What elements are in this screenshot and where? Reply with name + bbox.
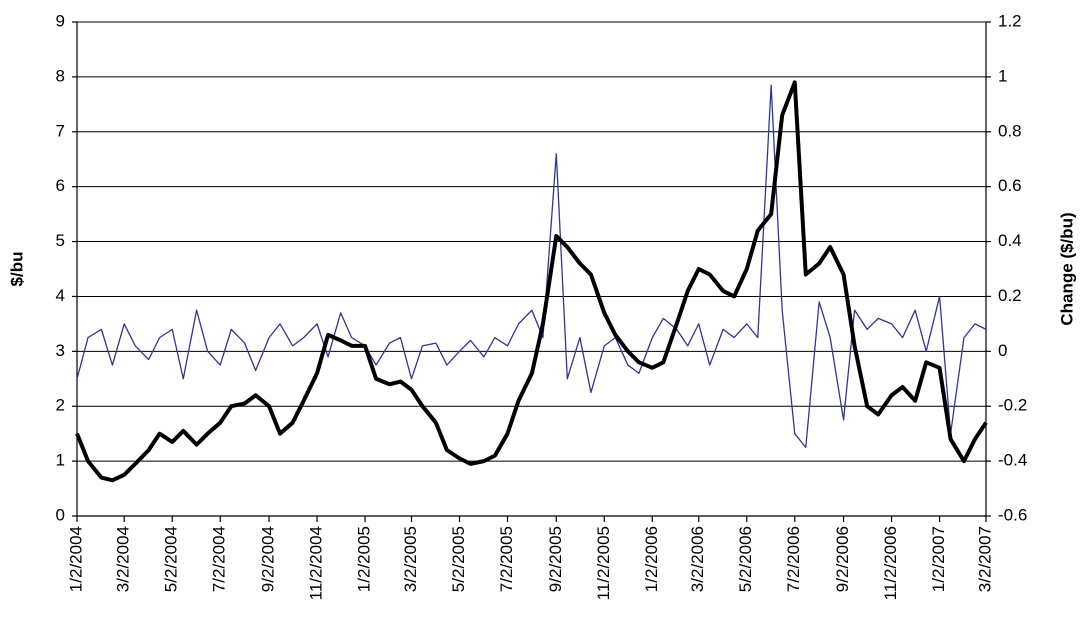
x-tick-label: 7/2/2005: [497, 526, 516, 592]
x-tick-label: 9/2/2006: [833, 526, 852, 592]
y-tick-label: 9: [56, 11, 65, 30]
x-tick-label: 9/2/2004: [259, 526, 278, 592]
y-tick-label: 7: [56, 121, 65, 140]
y-tick-label: 6: [56, 176, 65, 195]
x-tick-label: 5/2/2005: [449, 526, 468, 592]
y2-tick-label: 0: [998, 341, 1007, 360]
x-tick-label: 11/2/2006: [881, 526, 900, 600]
y2-axis-title: Change ($/bu): [1057, 212, 1076, 325]
y2-tick-label: 0.6: [998, 176, 1022, 195]
y-axis-title: $/bu: [7, 252, 26, 287]
series-line: [76, 84, 987, 449]
x-tick-label: 3/2/2007: [975, 526, 994, 592]
y-tick-label: 2: [56, 396, 65, 415]
y-tick-label: 1: [56, 451, 65, 470]
x-tick-label: 1/2/2005: [355, 526, 374, 592]
x-tick-label: 1/2/2006: [642, 526, 661, 592]
y2-tick-label: -0.6: [998, 505, 1027, 524]
y2-tick-label: 0.4: [998, 231, 1022, 250]
x-tick-label: 11/2/2004: [307, 526, 326, 600]
series-line: [75, 80, 988, 483]
x-tick-label: 5/2/2006: [736, 526, 755, 592]
y-tick-label: 5: [56, 231, 65, 250]
y2-tick-label: -0.2: [998, 396, 1027, 415]
y2-tick-label: 1.2: [998, 11, 1022, 30]
y-tick-label: 0: [56, 505, 65, 524]
y2-tick-label: 0.2: [998, 286, 1022, 305]
x-tick-label: 1/2/2007: [929, 526, 948, 592]
y-tick-label: 3: [56, 341, 65, 360]
x-tick-label: 9/2/2005: [546, 526, 565, 592]
x-tick-label: 5/2/2004: [162, 526, 181, 592]
x-tick-label: 11/2/2005: [594, 526, 613, 600]
y2-tick-label: -0.4: [998, 451, 1027, 470]
x-tick-label: 7/2/2004: [210, 526, 229, 592]
y-tick-label: 8: [56, 66, 65, 85]
x-tick-label: 3/2/2004: [114, 526, 133, 592]
y-tick-label: 4: [56, 286, 65, 305]
x-tick-label: 3/2/2005: [401, 526, 420, 592]
y2-tick-label: 0.8: [998, 121, 1022, 140]
x-tick-label: 1/2/2004: [66, 526, 85, 592]
y2-tick-label: 1: [998, 66, 1007, 85]
x-tick-label: 7/2/2006: [784, 526, 803, 592]
x-tick-label: 3/2/2006: [688, 526, 707, 592]
